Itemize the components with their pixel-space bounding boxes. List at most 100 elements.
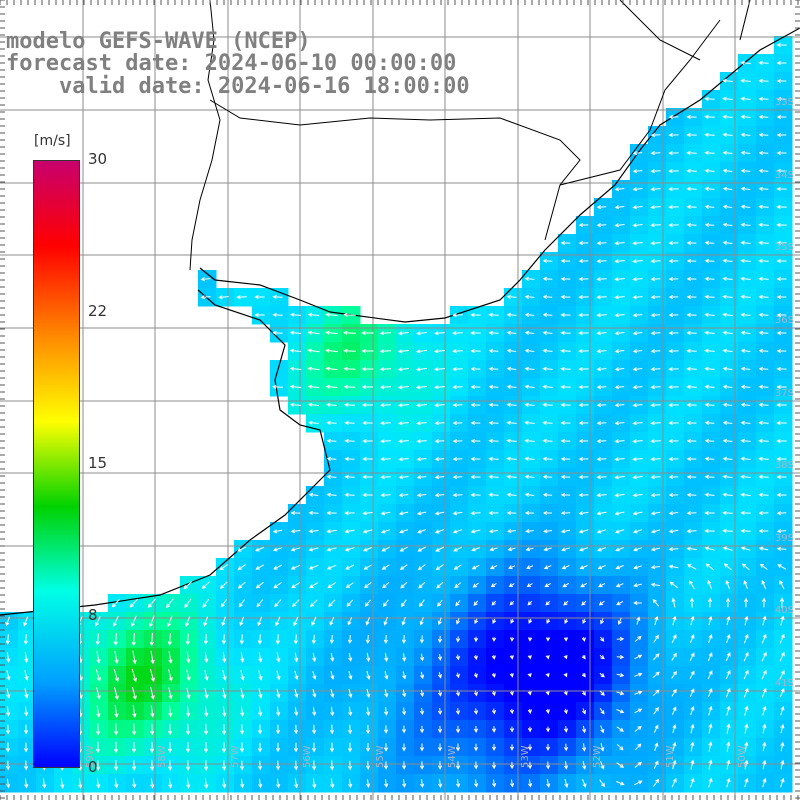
wind-arrow <box>762 615 767 626</box>
wind-arrow <box>330 688 335 699</box>
wind-speed-cell <box>648 720 667 739</box>
wind-arrow <box>362 492 373 498</box>
wind-arrow <box>653 724 659 733</box>
wind-arrow <box>325 384 338 389</box>
wind-arrow <box>708 615 713 626</box>
wind-speed-cell <box>288 576 307 595</box>
wind-speed-cell <box>216 630 235 649</box>
wind-arrow <box>434 438 445 444</box>
wind-arrow <box>239 724 245 735</box>
wind-arrow <box>380 420 391 426</box>
wind-arrow <box>203 760 209 771</box>
wind-arrow <box>473 636 479 643</box>
wind-speed-cell <box>342 612 361 631</box>
title-forecast-date: forecast date: 2024-06-10 00:00:00 <box>6 51 457 76</box>
wind-arrow <box>634 761 642 768</box>
wind-arrow <box>329 634 335 645</box>
wind-speed-cell <box>684 630 703 649</box>
wind-speed-cell <box>54 774 73 793</box>
wind-speed-cell <box>612 612 631 631</box>
wind-arrow <box>758 384 769 390</box>
wind-speed-cell <box>306 756 325 775</box>
wind-arrow <box>650 348 661 354</box>
wind-arrow <box>546 618 551 624</box>
wind-arrow <box>686 510 697 516</box>
wind-arrow <box>239 742 245 753</box>
wind-arrow <box>668 366 679 372</box>
wind-arrow <box>275 760 281 771</box>
wind-arrow <box>668 420 679 426</box>
wind-arrow <box>726 634 731 644</box>
wind-speed-cell <box>180 630 199 649</box>
wind-arrow <box>257 634 263 645</box>
wind-arrow <box>634 725 642 732</box>
wind-arrow <box>344 510 355 516</box>
wind-arrow <box>545 726 551 733</box>
wind-arrow <box>740 420 751 426</box>
wind-arrow <box>722 312 733 317</box>
wind-arrow <box>455 708 461 715</box>
wind-arrow <box>744 705 749 716</box>
wind-arrow <box>758 510 769 516</box>
wind-speed-cell <box>378 630 397 649</box>
wind-arrow <box>581 636 586 642</box>
wind-speed-cell <box>108 630 127 649</box>
wind-arrow <box>614 259 625 264</box>
wind-arrow <box>722 168 733 173</box>
wind-arrow <box>704 96 715 102</box>
wind-arrow <box>307 330 320 335</box>
wind-arrow <box>725 597 731 608</box>
wind-arrow <box>362 438 373 444</box>
wind-arrow <box>563 654 568 660</box>
wind-arrow <box>527 655 532 660</box>
wind-arrow <box>578 330 589 336</box>
wind-arrow <box>186 651 191 664</box>
wind-arrow <box>578 402 589 408</box>
wind-speed-cell <box>288 630 307 649</box>
wind-arrow <box>470 492 481 498</box>
wind-arrow <box>186 778 191 789</box>
wind-speed-cell <box>378 540 397 559</box>
wind-arrow <box>237 581 246 589</box>
wind-arrow <box>528 779 533 788</box>
wind-arrow <box>240 778 245 789</box>
wind-arrow <box>186 669 191 682</box>
wind-speed-cell <box>414 594 433 613</box>
wind-arrow <box>312 778 317 789</box>
wind-arrow <box>560 456 571 462</box>
wind-arrow <box>311 742 317 753</box>
wind-speed-cell <box>648 522 667 541</box>
wind-arrow <box>722 510 733 516</box>
wind-arrow <box>167 760 173 771</box>
wind-arrow <box>740 240 751 245</box>
wind-arrow <box>740 186 751 191</box>
wind-arrow <box>668 150 679 156</box>
wind-arrow <box>255 581 264 589</box>
wind-speed-cell <box>450 774 469 793</box>
wind-arrow <box>632 259 643 264</box>
wind-speed-cell <box>414 540 433 559</box>
wind-arrow <box>596 222 607 228</box>
wind-arrow <box>294 706 299 717</box>
wind-arrow <box>776 204 787 210</box>
wind-speed-cell <box>738 720 757 739</box>
wind-arrow <box>597 547 607 552</box>
wind-arrow <box>488 474 499 480</box>
wind-arrow <box>740 204 751 209</box>
wind-speed-cell <box>342 630 361 649</box>
wind-speed-cell <box>252 666 271 685</box>
wind-arrow <box>632 295 643 300</box>
wind-arrow <box>634 708 643 714</box>
wind-arrow <box>650 366 661 372</box>
wind-speed-cell <box>378 522 397 541</box>
wind-speed-cell <box>198 738 217 757</box>
wind-arrow <box>690 723 695 734</box>
wind-speed-cell <box>18 774 37 793</box>
wind-arrow <box>257 760 263 771</box>
wind-arrow <box>722 330 733 335</box>
wind-speed-cell <box>378 738 397 757</box>
wind-arrow <box>167 615 173 628</box>
wind-arrow <box>704 132 715 138</box>
wind-arrow <box>722 240 733 245</box>
